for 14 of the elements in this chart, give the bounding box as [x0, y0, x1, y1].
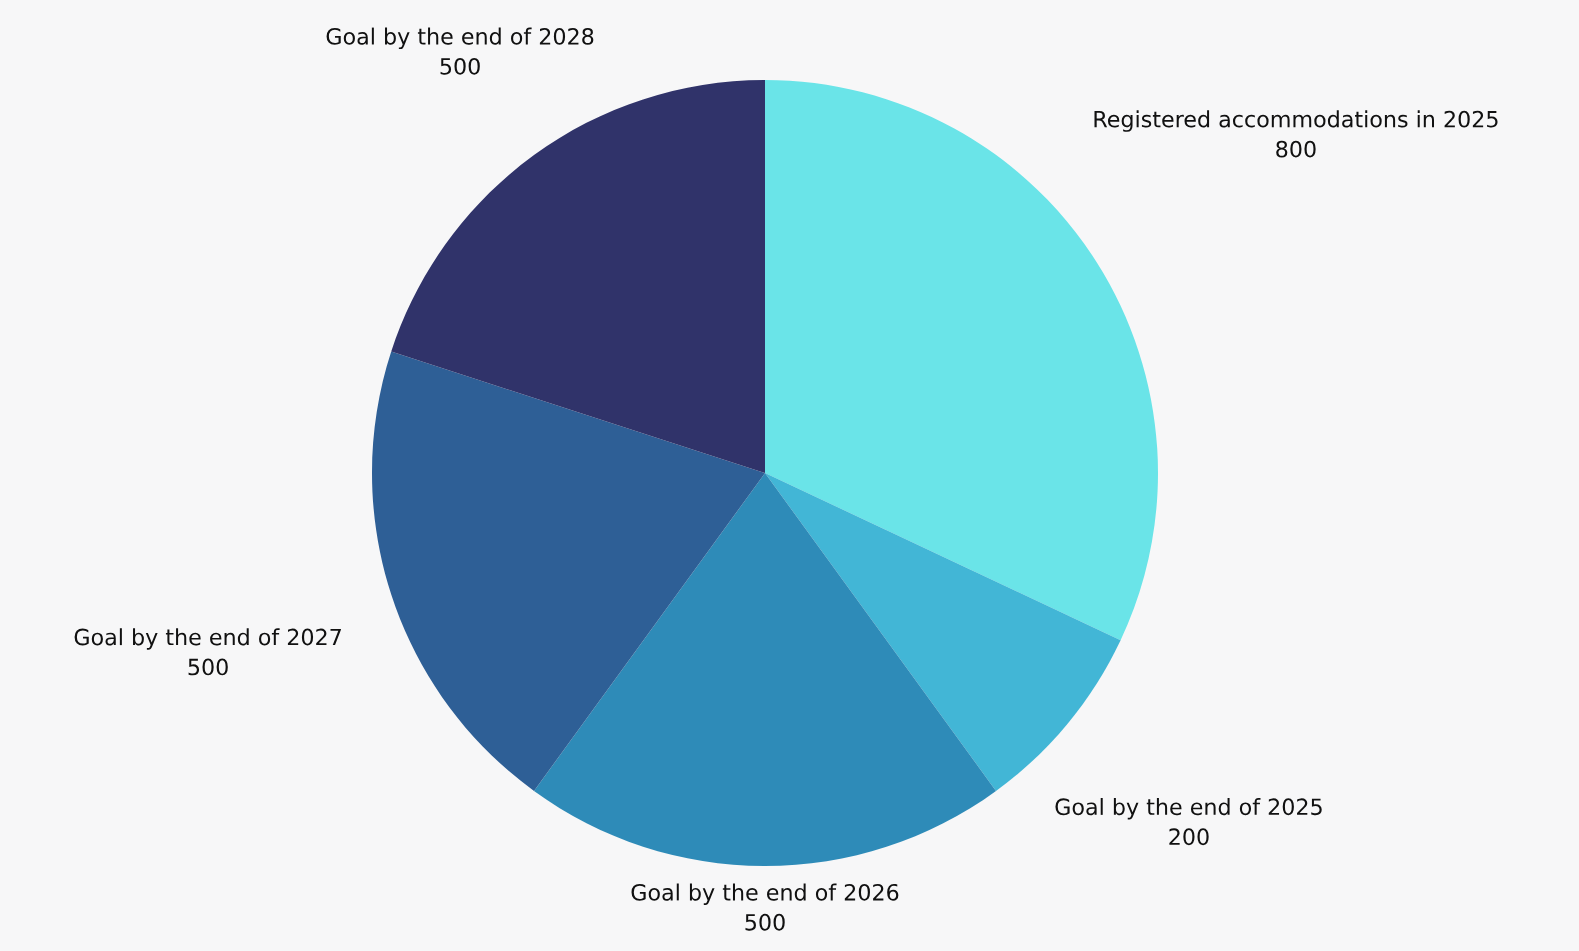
slice-label: Goal by the end of 2026 [631, 883, 899, 906]
pie-slice [765, 473, 1121, 791]
data-label: 200 [1169, 828, 1209, 846]
data-label: 800 [1276, 140, 1316, 158]
pie-slice [534, 473, 996, 866]
slice-label: Goal by the end of 2027 [74, 628, 341, 650]
pie-slice [372, 351, 765, 791]
slice-label: Goal by the end of 2028 [326, 27, 594, 50]
data-label: 500 [440, 57, 480, 75]
data-label: 500 [188, 658, 228, 676]
slice-label: Registered accommodations in 2025 [1094, 110, 1498, 132]
pie-slice [391, 80, 765, 473]
data-label: 500 [745, 913, 785, 931]
slice-label: Goal by the end of 2025 [1055, 797, 1322, 820]
